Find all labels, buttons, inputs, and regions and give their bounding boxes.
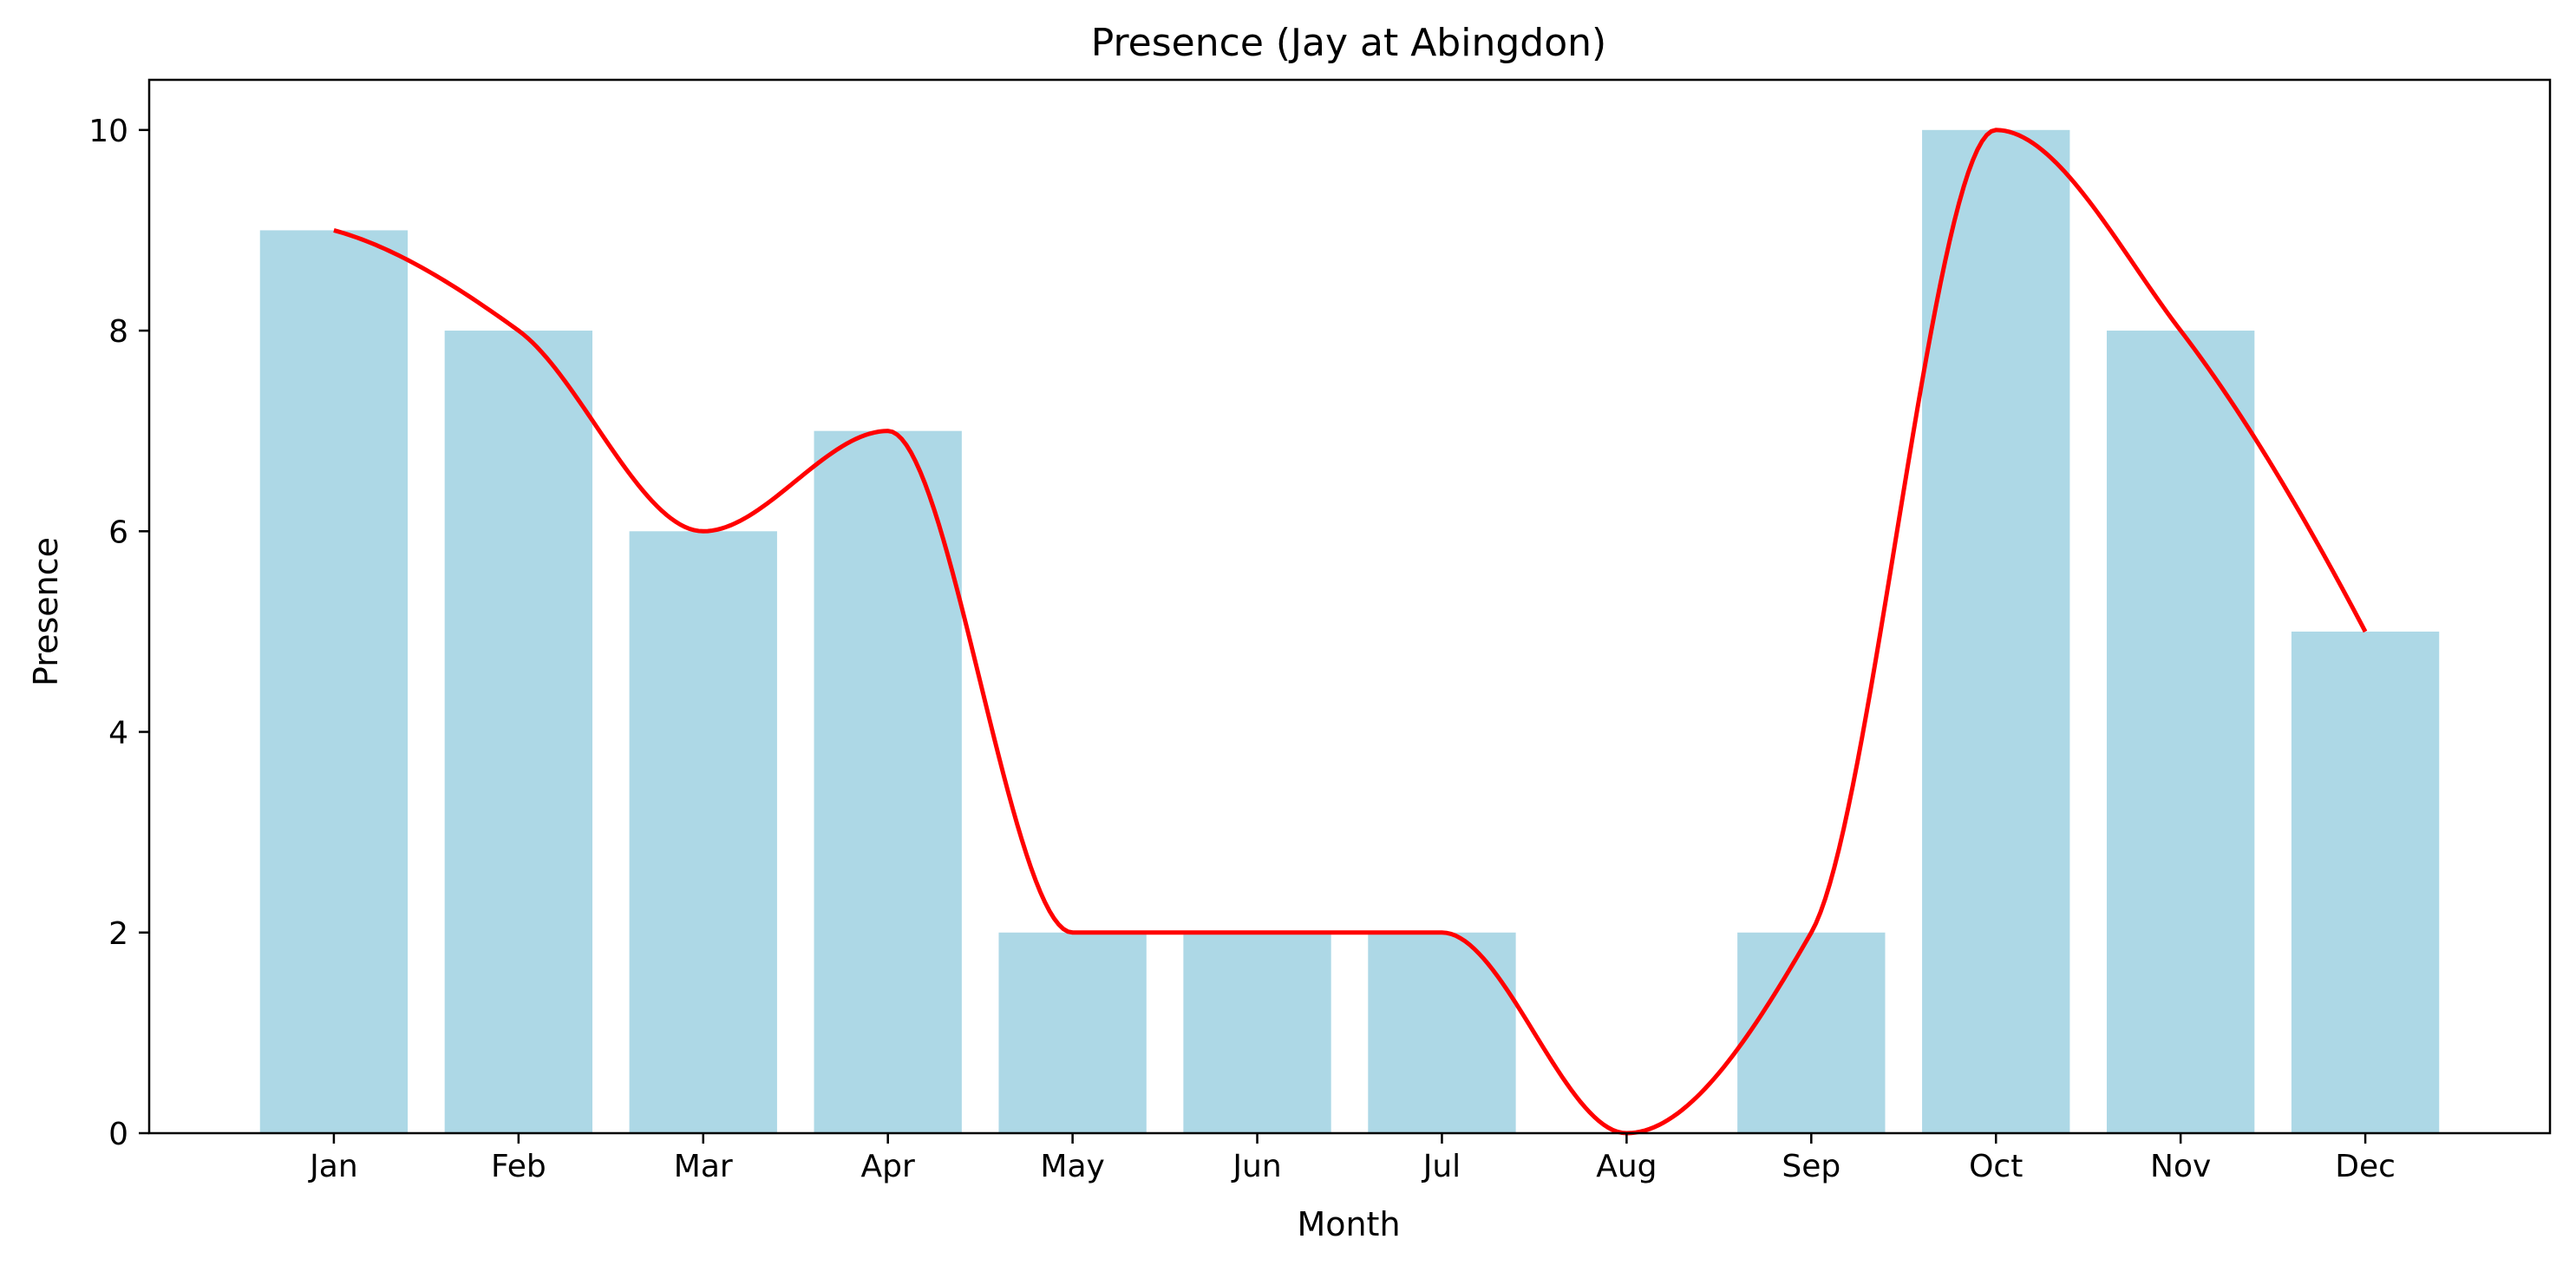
x-tick-label: Jun	[1231, 1149, 1281, 1184]
bar-feb	[444, 331, 593, 1133]
x-tick-label: Feb	[491, 1149, 546, 1184]
y-tick-label: 8	[108, 314, 128, 350]
y-axis: 0 2 4 6 8 10	[88, 114, 149, 1152]
bar-nov	[2106, 331, 2255, 1133]
x-tick-label: May	[1040, 1149, 1104, 1184]
bar-oct	[1922, 129, 2070, 1133]
y-tick-label: 2	[108, 916, 128, 952]
y-tick-label: 10	[88, 114, 128, 149]
bar-jun	[1183, 932, 1331, 1133]
bar-mar	[629, 531, 777, 1133]
x-tick-label: Dec	[2335, 1149, 2396, 1184]
x-tick-label: Jul	[1422, 1149, 1461, 1184]
bars-group	[259, 129, 2440, 1134]
bar-jan	[259, 230, 409, 1133]
y-tick-label: 4	[108, 716, 128, 751]
bar-apr	[814, 430, 962, 1134]
x-tick-label: Mar	[674, 1149, 733, 1184]
x-axis: Jan Feb Mar Apr May Jun Jul Aug Sep Oct Nov Dec	[308, 1133, 2396, 1184]
trend-line	[333, 128, 2368, 1136]
x-tick-label: Apr	[861, 1149, 915, 1184]
y-axis-label: Presence	[27, 537, 65, 686]
x-tick-label: Aug	[1596, 1149, 1657, 1184]
bar-jul	[1368, 932, 1516, 1133]
chart-title: Presence (Jay at Abingdon)	[1091, 21, 1606, 65]
x-axis-label: Month	[1297, 1205, 1400, 1243]
plot-frame	[147, 78, 2552, 1135]
bar-sep	[1737, 932, 1886, 1133]
y-tick-label: 0	[108, 1117, 128, 1152]
x-tick-label: Nov	[2150, 1149, 2211, 1184]
x-tick-label: Sep	[1782, 1149, 1840, 1184]
bar-dec	[2291, 631, 2440, 1133]
x-tick-label: Oct	[1969, 1149, 2023, 1184]
bar-may	[998, 932, 1147, 1133]
x-tick-label: Jan	[308, 1149, 358, 1184]
y-tick-label: 6	[108, 515, 128, 550]
